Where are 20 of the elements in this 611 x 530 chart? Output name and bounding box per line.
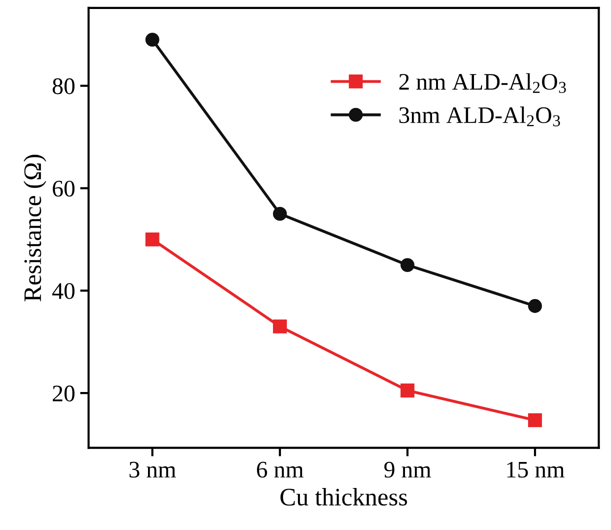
x-tick-label: 6 nm <box>256 462 304 478</box>
y-tick-label: 80 <box>52 78 74 94</box>
point <box>145 232 160 246</box>
point <box>400 384 414 398</box>
legend-label: 2 nm ALD-Al$_{2}$O$_{3}$ <box>399 73 566 93</box>
x-axis-title: Cu thickness <box>280 488 408 506</box>
y-tick-label: 60 <box>52 180 74 197</box>
point <box>272 320 287 334</box>
y-tick-label: 40 <box>52 283 74 300</box>
y-axis-title: Resistance (Ω) <box>24 154 46 302</box>
point <box>145 32 160 47</box>
y-tick-label: 20 <box>52 386 74 402</box>
point <box>272 206 287 221</box>
x-tick-label: 9 nm <box>384 462 432 478</box>
point <box>528 413 542 428</box>
point <box>400 258 414 272</box>
legend-label: 3nm ALD-Al$_{2}$O$_{3}$ <box>399 106 560 126</box>
point <box>528 299 542 313</box>
x-tick-label: 3 nm <box>130 462 176 478</box>
x-tick-label: 15 nm <box>507 462 564 478</box>
